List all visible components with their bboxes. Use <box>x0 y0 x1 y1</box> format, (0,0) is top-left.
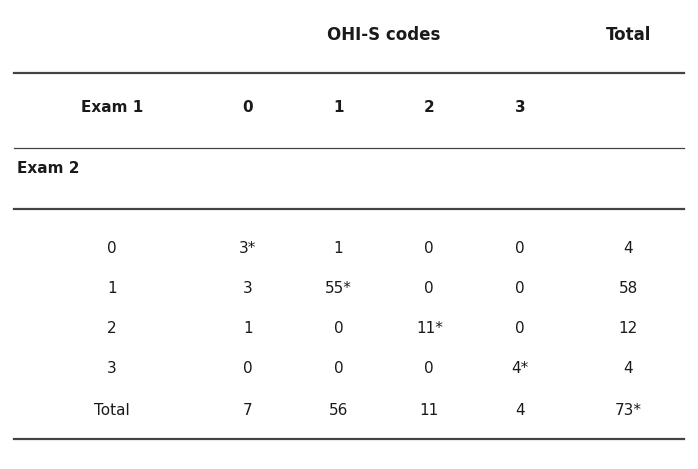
Text: 0: 0 <box>242 100 253 115</box>
Text: 1: 1 <box>243 321 253 336</box>
Text: Total: Total <box>605 26 651 44</box>
Text: 1: 1 <box>107 281 117 296</box>
Text: 56: 56 <box>329 403 348 418</box>
Text: 4*: 4* <box>512 361 528 376</box>
Text: 55*: 55* <box>325 281 352 296</box>
Text: 0: 0 <box>515 241 525 256</box>
Text: 0: 0 <box>334 321 343 336</box>
Text: Exam 2: Exam 2 <box>17 161 80 176</box>
Text: 73*: 73* <box>615 403 641 418</box>
Text: 0: 0 <box>243 361 253 376</box>
Text: 4: 4 <box>623 361 633 376</box>
Text: 0: 0 <box>424 281 434 296</box>
Text: 0: 0 <box>334 361 343 376</box>
Text: 11*: 11* <box>416 321 443 336</box>
Text: 0: 0 <box>424 361 434 376</box>
Text: 12: 12 <box>618 321 638 336</box>
Text: OHI-S codes: OHI-S codes <box>327 26 440 44</box>
Text: 3: 3 <box>514 100 526 115</box>
Text: 2: 2 <box>424 100 435 115</box>
Text: Total: Total <box>94 403 130 418</box>
Text: 7: 7 <box>243 403 253 418</box>
Text: 0: 0 <box>515 321 525 336</box>
Text: 3: 3 <box>243 281 253 296</box>
Text: Exam 1: Exam 1 <box>80 100 143 115</box>
Text: 0: 0 <box>515 281 525 296</box>
Text: 58: 58 <box>618 281 638 296</box>
Text: 3*: 3* <box>239 241 256 256</box>
Text: 11: 11 <box>419 403 439 418</box>
Text: 1: 1 <box>333 100 344 115</box>
Text: 2: 2 <box>107 321 117 336</box>
Text: 4: 4 <box>515 403 525 418</box>
Text: 4: 4 <box>623 241 633 256</box>
Text: 0: 0 <box>107 241 117 256</box>
Text: 3: 3 <box>107 361 117 376</box>
Text: 0: 0 <box>424 241 434 256</box>
Text: 1: 1 <box>334 241 343 256</box>
